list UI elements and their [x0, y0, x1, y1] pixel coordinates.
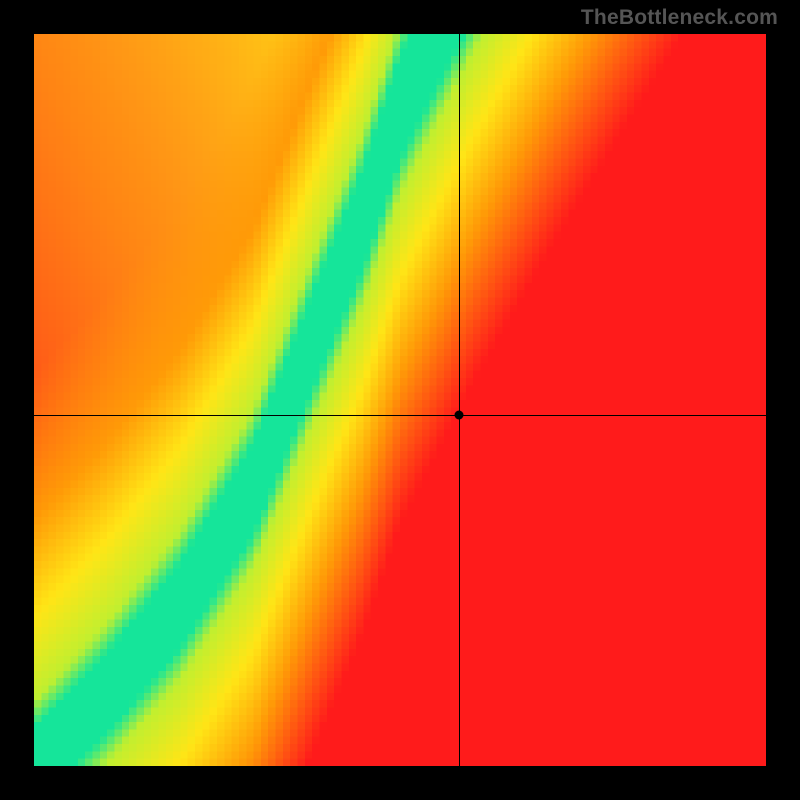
crosshair-marker[interactable] — [454, 410, 463, 419]
crosshair-vertical — [459, 34, 460, 766]
crosshair-horizontal — [34, 415, 766, 416]
heatmap-plot — [34, 34, 766, 766]
watermark-text: TheBottleneck.com — [581, 6, 778, 30]
heatmap-canvas — [34, 34, 766, 766]
